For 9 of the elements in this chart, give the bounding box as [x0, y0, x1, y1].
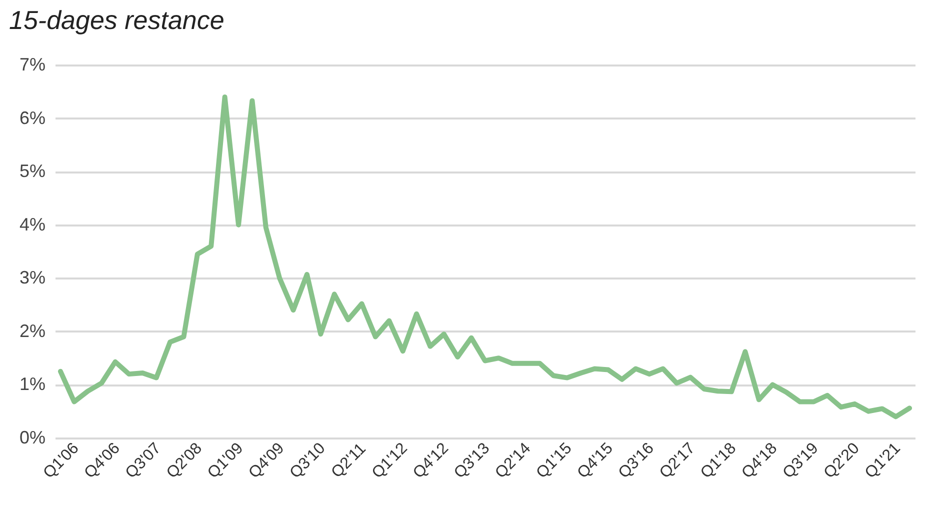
- y-tick-label: 3%: [19, 268, 46, 288]
- y-tick-label: 2%: [19, 320, 46, 341]
- y-tick-label: 4%: [19, 214, 46, 234]
- chart-title: 15-dages restance: [8, 5, 224, 35]
- y-tick-label: 7%: [19, 54, 46, 74]
- y-tick-label: 1%: [19, 374, 46, 394]
- y-tick-label: 5%: [19, 161, 46, 182]
- y-tick-label: 0%: [19, 428, 46, 448]
- y-tick-label: 6%: [19, 108, 46, 128]
